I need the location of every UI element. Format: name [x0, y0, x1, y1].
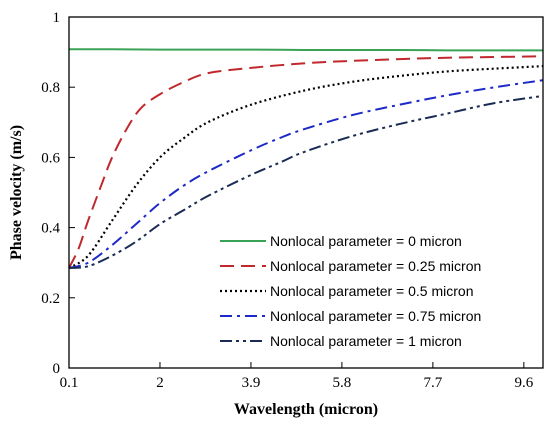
y-tick-label: 0	[53, 361, 61, 377]
x-tick-label: 3.9	[242, 375, 261, 391]
series-line-4	[68, 79, 544, 269]
ticks-layer: 0.1 2 3.9 5.8 7.7 9.6 0 0.2 0.4 0.6 0.8 1	[41, 10, 533, 391]
x-axis-label: Wavelength (micron)	[234, 401, 378, 418]
legend-label-1: Nonlocal parameter = 0 micron	[270, 233, 462, 249]
series-line-3	[68, 65, 544, 269]
y-tick-label: 0.6	[41, 150, 60, 166]
y-tick-label: 1	[53, 10, 61, 26]
x-tick-label: 9.6	[514, 375, 533, 391]
y-tick-label: 0.2	[41, 291, 60, 307]
plot-frame	[68, 16, 544, 369]
series-layer	[68, 48, 544, 269]
y-tick-label: 0.4	[41, 221, 60, 237]
series-line-1	[68, 48, 543, 52]
x-tick-label: 5.8	[333, 375, 352, 391]
x-tick-label: 7.7	[424, 375, 443, 391]
legend-label-4: Nonlocal parameter = 0.75 micron	[270, 308, 481, 324]
y-tick-label: 0.8	[41, 80, 60, 96]
legend-label-3: Nonlocal parameter = 0.5 micron	[270, 283, 474, 299]
legend-label-2: Nonlocal parameter = 0.25 micron	[270, 258, 481, 274]
series-line-5	[68, 94, 544, 269]
y-axis-label: Phase velocity (m/s)	[8, 125, 25, 260]
x-tick-label: 2	[156, 375, 164, 391]
legend-label-5: Nonlocal parameter = 1 micron	[270, 333, 462, 349]
legend: Nonlocal parameter = 0 micron Nonlocal pa…	[220, 233, 481, 349]
x-tick-label: 0.1	[60, 375, 79, 391]
